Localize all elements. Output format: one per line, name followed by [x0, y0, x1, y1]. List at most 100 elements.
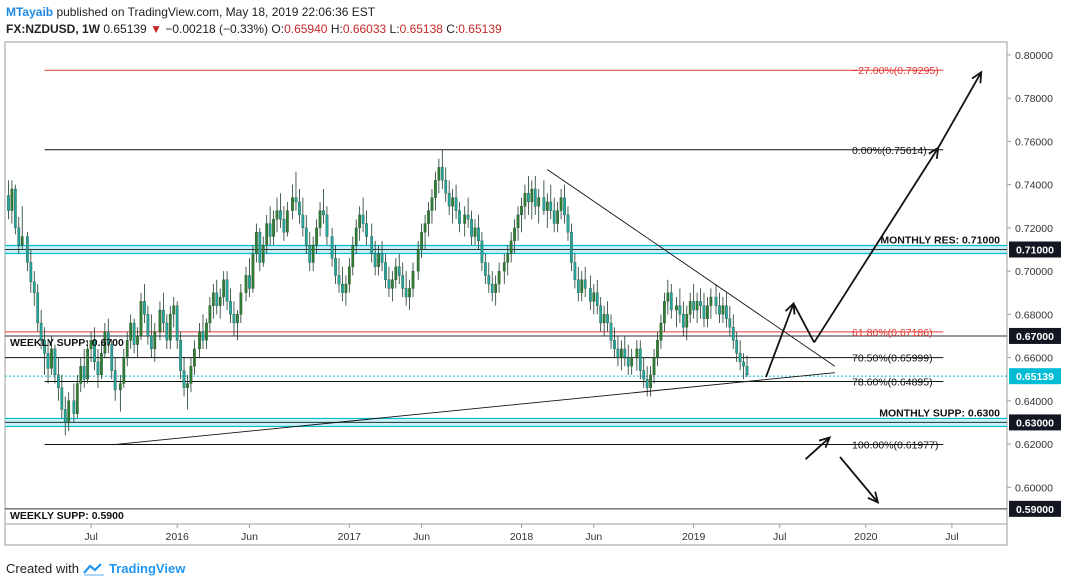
candle-body	[322, 210, 325, 216]
candle-body	[635, 348, 639, 358]
footer: Created with TradingView	[6, 561, 185, 576]
candle-body	[122, 357, 126, 384]
candle-body	[275, 210, 279, 220]
candle-body	[334, 257, 337, 276]
candle-body	[699, 301, 702, 306]
candle-body	[272, 219, 275, 237]
candle-body	[60, 387, 64, 410]
candle-body	[258, 232, 262, 263]
fib-level-label: −27.00%(0.79295)	[852, 65, 939, 77]
price-badge-label: 0.65139	[1016, 371, 1054, 383]
projection-arrow	[804, 436, 831, 460]
candle-body	[570, 232, 573, 263]
candle-body	[282, 219, 286, 233]
candle-body	[86, 348, 89, 380]
x-axis-tick-label: Jun	[413, 531, 430, 543]
candle-body	[742, 361, 745, 367]
tradingview-brand[interactable]: TradingView	[108, 561, 186, 576]
candle-body	[255, 232, 258, 254]
plot-border	[4, 41, 1008, 546]
candle-body	[592, 292, 596, 302]
candle-body	[669, 292, 673, 311]
fib-level-label: 0.00%(0.75614)	[852, 145, 927, 157]
projection-arrow	[813, 147, 939, 343]
candle-body	[89, 340, 93, 350]
author-name[interactable]: MTayaib	[6, 5, 54, 19]
candle-body	[79, 366, 83, 384]
candle-body	[430, 197, 434, 211]
candle-body	[576, 279, 580, 293]
y-axis-tick-label: 0.62000	[1015, 439, 1053, 451]
candle-body	[20, 236, 24, 246]
candle-body	[490, 283, 494, 293]
candle-body	[43, 340, 46, 354]
candle-body	[497, 270, 501, 285]
price-badge-label: 0.59000	[1016, 504, 1054, 516]
candle-body	[32, 281, 36, 293]
candle-body	[93, 340, 96, 363]
candle-body	[182, 370, 186, 388]
candle-body	[725, 305, 728, 319]
x-axis-tick-label: Jun	[585, 531, 602, 543]
candle-body	[53, 348, 57, 376]
candle-body	[125, 340, 129, 358]
symbol-label: FX:NZDUSD, 1W	[6, 22, 100, 36]
candle-body	[473, 227, 477, 237]
candle-body	[606, 314, 609, 324]
last-price: 0.65139	[103, 22, 147, 36]
candle-body	[110, 344, 114, 371]
y-axis-tick-label: 0.74000	[1015, 180, 1053, 192]
candle-body	[96, 361, 100, 376]
candle-body	[308, 245, 312, 263]
candle-body	[330, 236, 334, 259]
fib-level-label: 78.60%(0.64895)	[852, 376, 933, 388]
candle-body	[530, 188, 534, 203]
projection-arrow	[937, 71, 982, 149]
price-badge-label: 0.63000	[1016, 417, 1054, 429]
candle-body	[721, 305, 725, 315]
candle-body	[502, 262, 506, 272]
candle-body	[75, 383, 79, 414]
candle-body	[545, 201, 549, 211]
candle-body	[573, 262, 577, 280]
candle-body	[46, 353, 50, 369]
candle-body	[261, 245, 265, 263]
candle-body	[695, 301, 699, 311]
x-axis-tick-label: 2018	[510, 531, 534, 543]
price-badge	[1009, 500, 1061, 517]
candle-body	[179, 340, 182, 371]
candle-body	[222, 279, 225, 298]
candle-body	[57, 374, 60, 388]
candle-body	[616, 348, 620, 358]
candle-body	[549, 201, 553, 211]
close-label: C:	[446, 22, 459, 36]
x-axis-tick-label: 2016	[165, 531, 189, 543]
candle-body	[387, 279, 391, 289]
candle-body	[106, 331, 110, 345]
candle-body	[440, 167, 444, 181]
candle-body	[168, 314, 172, 341]
candle-body	[731, 327, 735, 341]
candle-body	[149, 335, 153, 350]
candle-body	[609, 322, 613, 341]
candle-body	[361, 214, 365, 224]
x-axis-tick-label: 2020	[854, 531, 878, 543]
candle-body	[344, 283, 348, 293]
projection-arrow	[792, 303, 815, 343]
candle-body	[659, 322, 663, 341]
candle-body	[454, 197, 458, 211]
x-axis-tick-label: Jul	[84, 531, 97, 543]
low-label: L:	[389, 22, 400, 36]
candle-body	[738, 353, 742, 363]
candle-body	[718, 305, 721, 315]
high-value: 0.66033	[342, 22, 387, 36]
candle-body	[681, 314, 685, 328]
candle-body	[211, 292, 215, 306]
candle-body	[232, 314, 236, 324]
candle-body	[136, 335, 139, 345]
candle-body	[165, 322, 169, 341]
candle-body	[291, 197, 294, 211]
candle-body	[709, 296, 713, 306]
candle-body	[298, 201, 301, 216]
